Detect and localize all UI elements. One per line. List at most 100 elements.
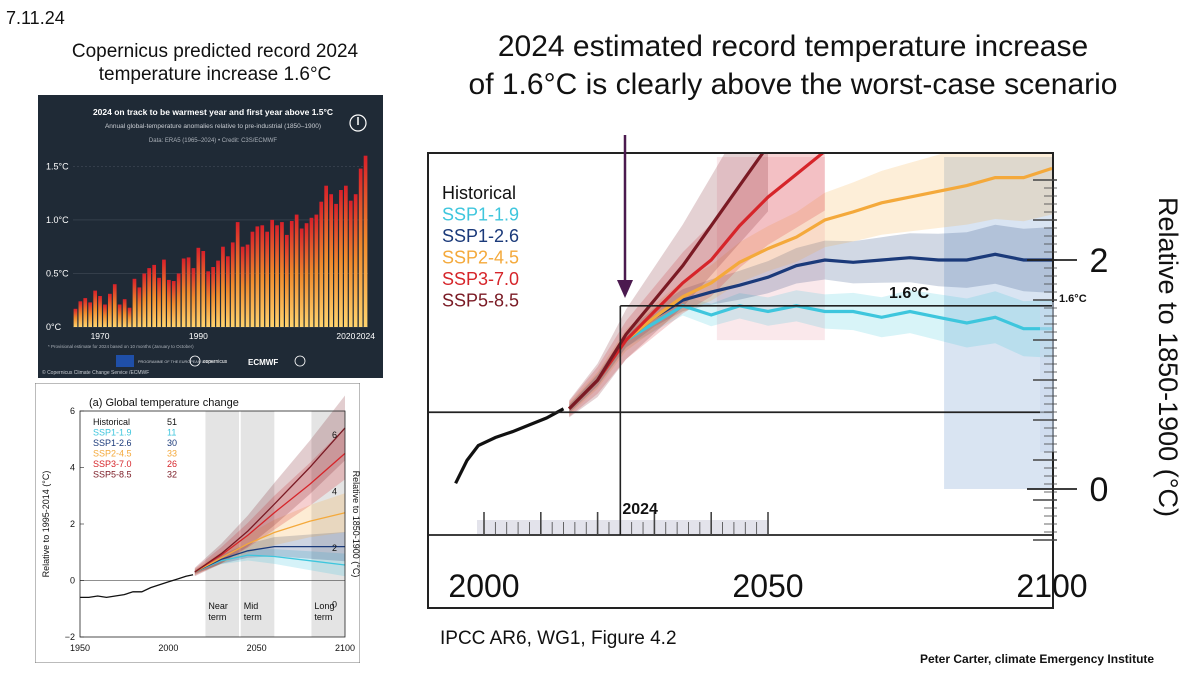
- scenario-lines: [80, 427, 346, 599]
- bar: [230, 242, 235, 327]
- period-band: [240, 411, 275, 637]
- year-2024-marker: 2024 1.6°C 1.6°C: [619, 285, 1087, 535]
- c3s-logo-icon: [294, 355, 306, 367]
- bar: [196, 247, 201, 327]
- y-tick-labels: −2 0 2 4 6: [65, 406, 84, 642]
- legend-count: 32: [167, 470, 177, 480]
- chart-footnote: * Provisional estimate for 2024 based on…: [48, 344, 194, 349]
- period-label: term: [208, 612, 226, 622]
- eu-flag-icon: [116, 355, 134, 367]
- y-gridlines: [73, 166, 368, 328]
- bottom-ruler: [477, 512, 769, 535]
- x-tick-labels: 2000 2050 2100: [448, 568, 1087, 604]
- chart-title: 2024 on track to be warmest year and fir…: [93, 107, 333, 117]
- bar: [226, 256, 230, 327]
- y-tick-label: 1.0°C: [46, 215, 69, 225]
- legend-label: SSP3-7.0: [93, 459, 132, 469]
- bar: [250, 231, 255, 327]
- eu-programme-logo: PROGRAMME OF THE EUROPEAN UNION: [138, 360, 214, 364]
- x-tick-label: 1970: [91, 331, 110, 341]
- bar: [176, 273, 181, 327]
- bar: [216, 260, 220, 327]
- y2-tick-labels: 0 2 4 6: [332, 430, 337, 610]
- zoomed-scenario-chart: HistoricalSSP1-1.9SSP1-2.6SSP2-4.5SSP3-7…: [427, 152, 1197, 610]
- bar: [167, 279, 171, 327]
- bar: [98, 296, 102, 327]
- legend-label: SSP1-2.6: [93, 438, 132, 448]
- copernicus-logo: copernicus: [203, 359, 228, 365]
- bar: [260, 225, 265, 327]
- marker-value-label: 1.6°C: [889, 285, 930, 302]
- bar: [334, 203, 338, 327]
- bar: [132, 278, 137, 327]
- bar: [358, 168, 363, 327]
- bar: [280, 222, 284, 327]
- x-tick-label: 1990: [189, 331, 208, 341]
- bar: [162, 259, 166, 327]
- plume: [194, 532, 345, 574]
- period-label: Near: [208, 601, 228, 611]
- bar: [275, 225, 279, 327]
- series-line: [194, 427, 346, 573]
- left-title-line2: temperature increase 1.6°C: [98, 64, 332, 85]
- legend-label: SSP1-2.6: [442, 226, 519, 246]
- y-tick-label: 0: [1090, 471, 1109, 509]
- y-axis-label: Relative to 1850-1900 (°C): [1153, 197, 1183, 517]
- bar: [285, 234, 289, 327]
- y-tick-label: 0°C: [46, 322, 62, 332]
- arrow-head-icon: [617, 280, 633, 298]
- y2-tick-label: 2: [332, 543, 337, 553]
- legend-count: 26: [167, 459, 177, 469]
- y2-axis-label: Relative to 1850-1900 (°C): [351, 471, 360, 578]
- x-tick-label: 2050: [247, 643, 267, 653]
- y-tick-label: 4: [70, 463, 75, 473]
- logo-strip: PROGRAMME OF THE EUROPEAN UNION copernic…: [116, 355, 306, 367]
- bar: [73, 308, 78, 327]
- bar: [171, 281, 176, 327]
- bar: [103, 304, 107, 327]
- chart-copyright: © Copernicus Climate Change Service /ECM…: [42, 369, 149, 376]
- bar: [127, 307, 132, 327]
- bar: [157, 277, 161, 327]
- x-tick-label: 2000: [158, 643, 178, 653]
- legend-count: 30: [167, 438, 177, 448]
- bar: [353, 194, 358, 327]
- legend-label: SSP1-1.9: [442, 205, 519, 225]
- series-line: [568, 166, 1053, 410]
- legend-count: 33: [167, 449, 177, 459]
- bar: [324, 185, 328, 327]
- x-tick-label: 2020: [336, 331, 355, 341]
- y-tick-label: 1.5°C: [46, 161, 69, 171]
- x-tick-labels: 1950 2000 2050 2100: [70, 643, 355, 653]
- bar: [221, 246, 225, 327]
- thermometer-icon: [349, 114, 367, 132]
- marker-year-label: 2024: [622, 501, 658, 518]
- legend-count: 11: [167, 428, 176, 438]
- credit: Peter Carter, climate Emergency Institut…: [920, 652, 1155, 666]
- y-axis-label: Relative to 1995-2014 (°C): [41, 471, 51, 578]
- y-tick-label: 2: [70, 519, 75, 529]
- series-line: [194, 452, 346, 573]
- legend-label: Historical: [93, 417, 130, 427]
- bar: [181, 258, 186, 327]
- bar: [152, 264, 156, 327]
- bar: [211, 267, 215, 327]
- bar: [319, 201, 324, 327]
- plume: [569, 152, 825, 417]
- plume: [569, 290, 1052, 413]
- bar: [245, 244, 250, 327]
- legend: HistoricalSSP1-1.9SSP1-2.6SSP2-4.5SSP3-7…: [442, 183, 519, 311]
- x-tick-label: 2100: [1016, 568, 1087, 604]
- bar: [186, 257, 191, 327]
- date-label: 7.11.24: [6, 8, 65, 28]
- legend-label: SSP3-7.0: [442, 269, 519, 289]
- copernicus-logo-icon: [189, 355, 201, 367]
- period-label: term: [244, 612, 262, 622]
- bar: [289, 221, 294, 327]
- x-tick-label: 2100: [335, 643, 355, 653]
- bar: [270, 219, 274, 327]
- y-tick-labels: 0°C 0.5°C 1.0°C 1.5°C: [46, 161, 69, 332]
- bar: [147, 268, 151, 327]
- left-title-line1: Copernicus predicted record 2024: [71, 41, 359, 62]
